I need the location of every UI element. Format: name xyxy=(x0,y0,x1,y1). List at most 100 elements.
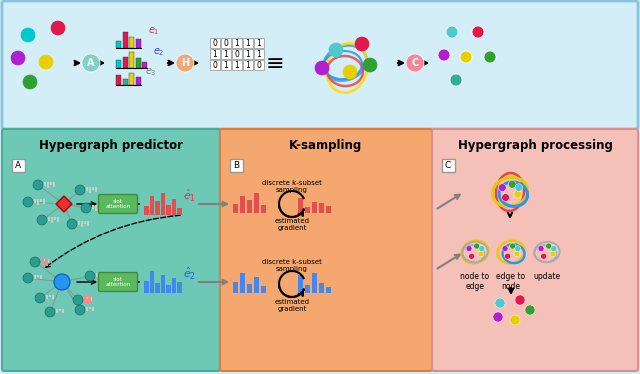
Text: 1: 1 xyxy=(223,49,228,58)
Bar xyxy=(81,221,83,227)
Bar xyxy=(88,296,91,304)
Text: 0: 0 xyxy=(212,61,218,70)
Circle shape xyxy=(23,273,33,283)
Bar xyxy=(136,77,141,85)
Text: update: update xyxy=(533,272,561,281)
Bar xyxy=(46,295,48,298)
Circle shape xyxy=(450,74,462,86)
Bar xyxy=(166,205,170,215)
Bar xyxy=(172,199,176,215)
Circle shape xyxy=(67,219,77,229)
Bar xyxy=(247,284,252,293)
Bar xyxy=(144,206,148,215)
Bar xyxy=(78,221,80,224)
Bar xyxy=(298,275,303,293)
Bar xyxy=(99,273,101,275)
Circle shape xyxy=(499,184,506,191)
Bar xyxy=(161,275,165,293)
Text: 1: 1 xyxy=(235,39,239,47)
Circle shape xyxy=(546,243,552,249)
Bar xyxy=(243,60,253,70)
Bar xyxy=(221,38,231,48)
Bar xyxy=(210,60,220,70)
Bar xyxy=(89,307,91,309)
Bar xyxy=(95,187,97,192)
Bar xyxy=(210,38,220,48)
Circle shape xyxy=(509,243,516,249)
Circle shape xyxy=(30,257,40,267)
Circle shape xyxy=(75,305,85,315)
Text: slot
attention: slot attention xyxy=(106,277,131,287)
Bar xyxy=(116,60,121,68)
Bar xyxy=(155,201,159,215)
Bar xyxy=(254,49,264,59)
Bar xyxy=(232,49,242,59)
Bar xyxy=(136,39,141,48)
Bar xyxy=(150,271,154,293)
Circle shape xyxy=(81,203,91,213)
Bar xyxy=(37,199,39,205)
Bar xyxy=(92,205,94,208)
Bar xyxy=(87,221,89,226)
Bar xyxy=(312,202,317,213)
Bar xyxy=(122,32,127,48)
Bar xyxy=(232,60,242,70)
Text: 1: 1 xyxy=(246,39,250,47)
Text: $e_1$: $e_1$ xyxy=(148,25,159,37)
Text: $e_3$: $e_3$ xyxy=(145,66,157,78)
Bar xyxy=(102,273,104,277)
Circle shape xyxy=(39,55,53,69)
Bar xyxy=(144,281,148,293)
Circle shape xyxy=(51,21,65,35)
Circle shape xyxy=(502,246,508,252)
Bar xyxy=(221,49,231,59)
Circle shape xyxy=(510,315,520,325)
Bar xyxy=(116,41,121,48)
Circle shape xyxy=(541,253,547,259)
Circle shape xyxy=(45,307,55,317)
Circle shape xyxy=(484,51,496,63)
Circle shape xyxy=(54,274,70,290)
Bar xyxy=(233,282,238,293)
Circle shape xyxy=(11,51,25,65)
FancyBboxPatch shape xyxy=(432,129,638,371)
Circle shape xyxy=(73,295,83,305)
Text: C: C xyxy=(445,160,451,169)
Bar xyxy=(62,309,64,313)
Circle shape xyxy=(75,185,85,195)
Bar xyxy=(59,309,61,312)
Circle shape xyxy=(525,305,535,315)
Bar xyxy=(56,309,58,313)
Bar xyxy=(37,275,39,278)
Text: 1: 1 xyxy=(235,61,239,70)
Bar xyxy=(53,182,55,187)
Bar xyxy=(51,217,53,223)
Circle shape xyxy=(23,197,33,207)
FancyBboxPatch shape xyxy=(99,194,138,214)
Bar xyxy=(41,259,43,263)
Text: $e_2$: $e_2$ xyxy=(153,46,164,58)
Circle shape xyxy=(478,251,484,257)
Text: 0: 0 xyxy=(223,39,228,47)
Bar xyxy=(177,208,182,215)
Circle shape xyxy=(446,26,458,38)
Circle shape xyxy=(474,243,479,249)
Bar xyxy=(326,206,331,213)
Bar xyxy=(155,283,159,293)
Bar xyxy=(43,199,45,204)
Bar xyxy=(92,187,94,190)
FancyBboxPatch shape xyxy=(2,1,638,129)
FancyBboxPatch shape xyxy=(220,129,432,371)
Text: Hypergraph processing: Hypergraph processing xyxy=(458,138,612,151)
Text: H: H xyxy=(181,58,189,68)
Bar xyxy=(240,196,245,213)
Circle shape xyxy=(23,75,37,89)
Bar xyxy=(54,217,56,220)
Text: 1: 1 xyxy=(223,61,228,70)
Circle shape xyxy=(406,54,424,72)
Text: 1: 1 xyxy=(257,39,261,47)
Text: $\hat{e}_1$: $\hat{e}_1$ xyxy=(183,188,196,204)
Text: discrete k-subset
sampling: discrete k-subset sampling xyxy=(262,180,322,193)
Text: B: B xyxy=(233,160,239,169)
Circle shape xyxy=(472,26,484,38)
